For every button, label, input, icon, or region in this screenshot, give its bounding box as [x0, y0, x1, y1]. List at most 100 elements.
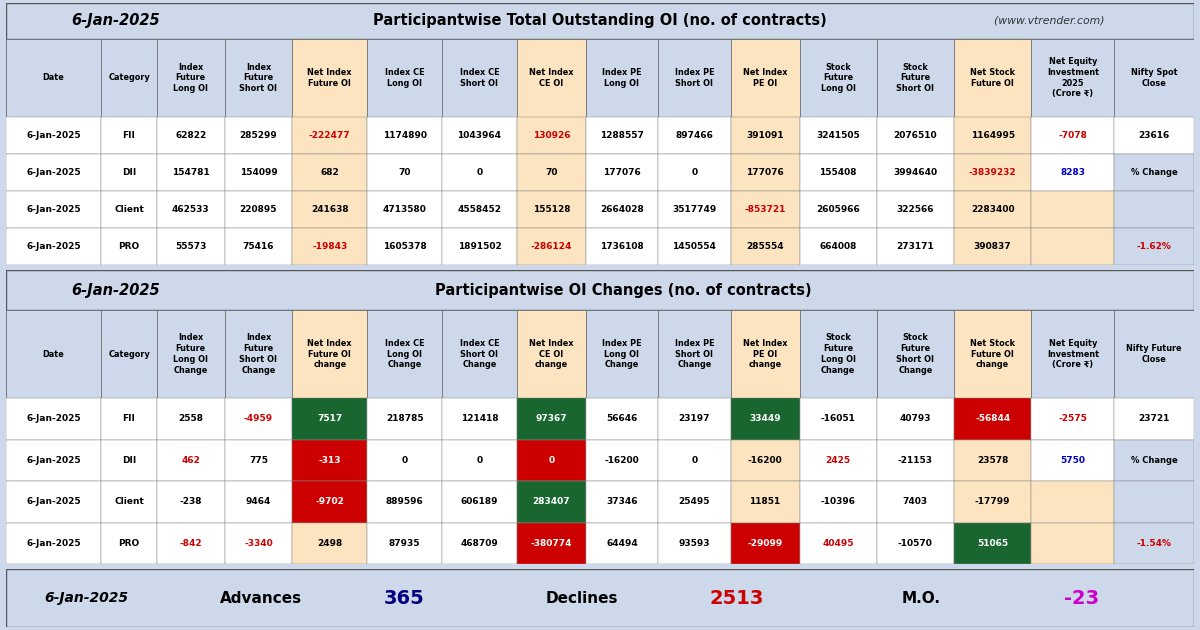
FancyBboxPatch shape: [6, 38, 1194, 265]
Text: 7517: 7517: [317, 415, 342, 423]
FancyBboxPatch shape: [799, 38, 877, 117]
FancyBboxPatch shape: [1115, 154, 1194, 192]
Text: Net Equity
Investment
(Crore ₹): Net Equity Investment (Crore ₹): [1046, 339, 1099, 369]
FancyBboxPatch shape: [224, 481, 293, 523]
FancyBboxPatch shape: [6, 154, 101, 192]
FancyBboxPatch shape: [442, 481, 517, 523]
FancyBboxPatch shape: [157, 398, 224, 440]
FancyBboxPatch shape: [1031, 481, 1115, 523]
FancyBboxPatch shape: [586, 523, 659, 564]
Text: 11851: 11851: [750, 497, 781, 507]
FancyBboxPatch shape: [586, 440, 659, 481]
FancyBboxPatch shape: [101, 192, 157, 228]
Text: 2076510: 2076510: [894, 131, 937, 140]
Text: 55573: 55573: [175, 243, 206, 251]
Text: 0: 0: [691, 168, 697, 177]
Text: 462: 462: [181, 456, 200, 465]
FancyBboxPatch shape: [157, 228, 224, 265]
FancyBboxPatch shape: [442, 310, 517, 398]
Text: 62822: 62822: [175, 131, 206, 140]
FancyBboxPatch shape: [659, 228, 731, 265]
Text: 2498: 2498: [317, 539, 342, 548]
FancyBboxPatch shape: [1115, 523, 1194, 564]
Text: 2283400: 2283400: [971, 205, 1014, 214]
FancyBboxPatch shape: [1115, 228, 1194, 265]
Text: 177076: 177076: [746, 168, 784, 177]
FancyBboxPatch shape: [442, 154, 517, 192]
Text: Index
Future
Long OI: Index Future Long OI: [173, 62, 209, 93]
Text: Net Index
PE OI
change: Net Index PE OI change: [743, 339, 787, 369]
Text: 322566: 322566: [896, 205, 934, 214]
FancyBboxPatch shape: [1115, 398, 1194, 440]
FancyBboxPatch shape: [586, 310, 659, 398]
FancyBboxPatch shape: [367, 398, 442, 440]
FancyBboxPatch shape: [877, 481, 954, 523]
Text: 64494: 64494: [606, 539, 638, 548]
Text: 4558452: 4558452: [457, 205, 502, 214]
Text: 241638: 241638: [311, 205, 348, 214]
FancyBboxPatch shape: [517, 192, 586, 228]
FancyBboxPatch shape: [367, 38, 442, 117]
FancyBboxPatch shape: [659, 192, 731, 228]
FancyBboxPatch shape: [157, 38, 224, 117]
Text: 462533: 462533: [172, 205, 210, 214]
FancyBboxPatch shape: [586, 228, 659, 265]
Text: 9464: 9464: [246, 497, 271, 507]
FancyBboxPatch shape: [224, 38, 293, 117]
Text: -3839232: -3839232: [968, 168, 1016, 177]
FancyBboxPatch shape: [877, 154, 954, 192]
Text: 33449: 33449: [749, 415, 781, 423]
Text: 682: 682: [320, 168, 340, 177]
Text: M.O.: M.O.: [901, 590, 941, 605]
FancyBboxPatch shape: [517, 440, 586, 481]
FancyBboxPatch shape: [442, 440, 517, 481]
FancyBboxPatch shape: [367, 192, 442, 228]
FancyBboxPatch shape: [731, 38, 799, 117]
Text: 93593: 93593: [679, 539, 710, 548]
FancyBboxPatch shape: [954, 154, 1031, 192]
Text: -21153: -21153: [898, 456, 932, 465]
Text: 40793: 40793: [900, 415, 931, 423]
FancyBboxPatch shape: [659, 398, 731, 440]
FancyBboxPatch shape: [954, 398, 1031, 440]
FancyBboxPatch shape: [101, 481, 157, 523]
Text: 6-Jan-2025: 6-Jan-2025: [26, 243, 80, 251]
FancyBboxPatch shape: [101, 228, 157, 265]
FancyBboxPatch shape: [293, 228, 367, 265]
FancyBboxPatch shape: [1031, 440, 1115, 481]
FancyBboxPatch shape: [731, 154, 799, 192]
FancyBboxPatch shape: [157, 117, 224, 154]
FancyBboxPatch shape: [6, 310, 1194, 564]
FancyBboxPatch shape: [659, 117, 731, 154]
Text: (www.vtrender.com): (www.vtrender.com): [986, 16, 1104, 26]
Text: Index CE
Long OI
Change: Index CE Long OI Change: [385, 339, 425, 369]
FancyBboxPatch shape: [659, 38, 731, 117]
FancyBboxPatch shape: [1115, 192, 1194, 228]
Text: 40495: 40495: [822, 539, 854, 548]
FancyBboxPatch shape: [6, 3, 1194, 38]
FancyBboxPatch shape: [1115, 440, 1194, 481]
Text: -9702: -9702: [316, 497, 344, 507]
Text: 154781: 154781: [172, 168, 210, 177]
Text: -56844: -56844: [976, 415, 1010, 423]
Text: -23: -23: [1063, 588, 1099, 607]
FancyBboxPatch shape: [586, 192, 659, 228]
Text: Index CE
Short OI: Index CE Short OI: [460, 68, 499, 88]
Text: 468709: 468709: [461, 539, 498, 548]
Text: Index
Future
Short OI: Index Future Short OI: [240, 62, 277, 93]
FancyBboxPatch shape: [877, 228, 954, 265]
Text: Category: Category: [108, 350, 150, 358]
FancyBboxPatch shape: [6, 117, 101, 154]
FancyBboxPatch shape: [224, 440, 293, 481]
FancyBboxPatch shape: [659, 523, 731, 564]
Text: 390837: 390837: [974, 243, 1012, 251]
Text: 23721: 23721: [1139, 415, 1170, 423]
FancyBboxPatch shape: [157, 310, 224, 398]
FancyBboxPatch shape: [877, 523, 954, 564]
Text: 37346: 37346: [606, 497, 637, 507]
FancyBboxPatch shape: [731, 523, 799, 564]
FancyBboxPatch shape: [442, 523, 517, 564]
Text: 97367: 97367: [535, 415, 568, 423]
Text: Stock
Future
Short OI
Change: Stock Future Short OI Change: [896, 333, 935, 375]
Text: 6-Jan-2025: 6-Jan-2025: [26, 168, 80, 177]
